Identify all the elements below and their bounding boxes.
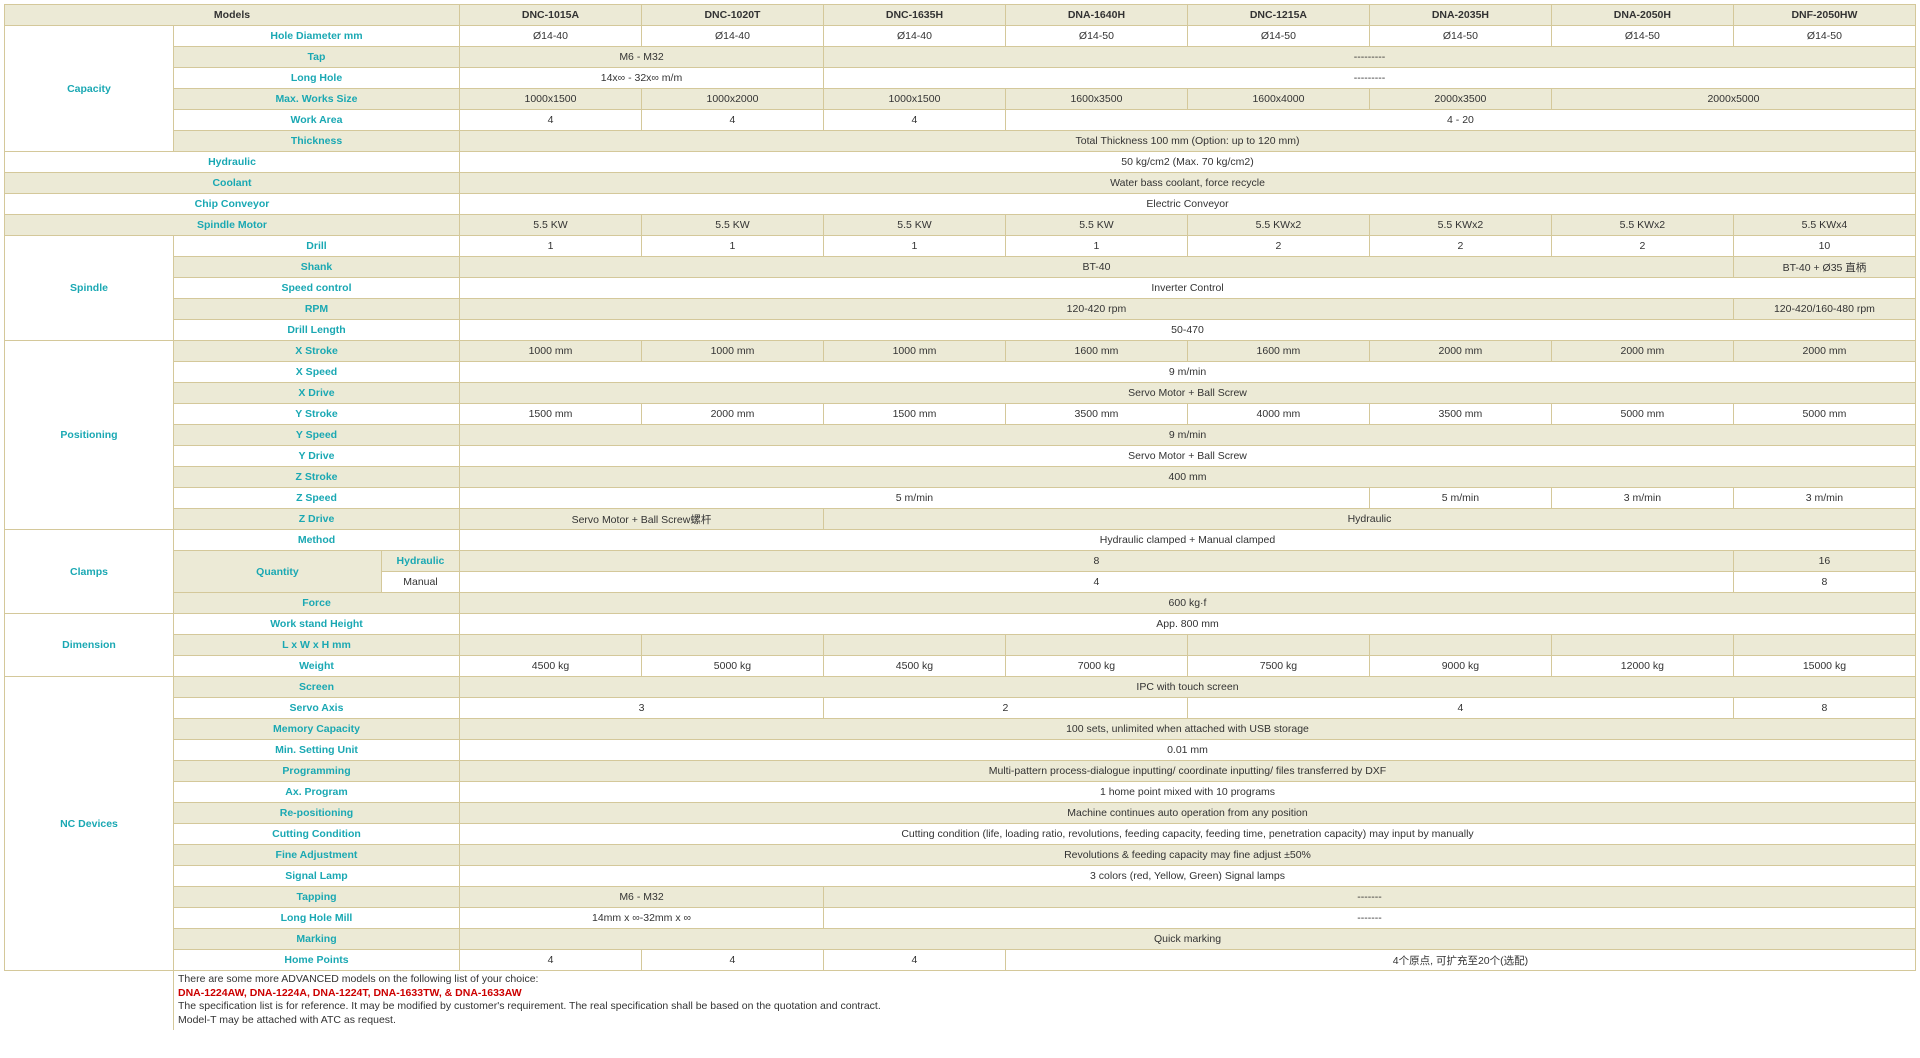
sub-programming: Programming — [173, 761, 459, 782]
sub-thickness: Thickness — [173, 131, 459, 152]
sub-memcap: Memory Capacity — [173, 719, 459, 740]
footer-note: There are some more ADVANCED models on t… — [173, 971, 1915, 1030]
sub-weight: Weight — [173, 656, 459, 677]
cat-nc: NC Devices — [5, 677, 174, 971]
sub-xspeed: X Speed — [173, 362, 459, 383]
sub-workheight: Work stand Height — [173, 614, 459, 635]
sub-method: Method — [173, 530, 459, 551]
cat-positioning: Positioning — [5, 341, 174, 530]
sub-zdrive: Z Drive — [173, 509, 459, 530]
sub-rpm: RPM — [173, 299, 459, 320]
sub-zstroke: Z Stroke — [173, 467, 459, 488]
sub-yspeed: Y Speed — [173, 425, 459, 446]
sub-ydrive: Y Drive — [173, 446, 459, 467]
sub-coolant: Coolant — [5, 173, 460, 194]
sub-workarea: Work Area — [173, 110, 459, 131]
sub-hydraulic: Hydraulic — [5, 152, 460, 173]
sub-xstroke: X Stroke — [173, 341, 459, 362]
cat-capacity: Capacity — [5, 26, 174, 152]
cat-dimension: Dimension — [5, 614, 174, 677]
sub-lwh: L x W x H mm — [173, 635, 459, 656]
cat-clamps: Clamps — [5, 530, 174, 614]
sub-drill: Drill — [173, 236, 459, 257]
sub-signal: Signal Lamp — [173, 866, 459, 887]
sub-homepts: Home Points — [173, 950, 459, 971]
sub-longhole: Long Hole — [173, 68, 459, 89]
sub-spindlemotor: Spindle Motor — [5, 215, 460, 236]
sub-longmill: Long Hole Mill — [173, 908, 459, 929]
sub-axprog: Ax. Program — [173, 782, 459, 803]
sub-minunit: Min. Setting Unit — [173, 740, 459, 761]
sub-servoaxis: Servo Axis — [173, 698, 459, 719]
header-m6: DNA-2050H — [1551, 5, 1733, 26]
sub-repos: Re-positioning — [173, 803, 459, 824]
sub-speedctl: Speed control — [173, 278, 459, 299]
sub-ystroke: Y Stroke — [173, 404, 459, 425]
header-m2: DNC-1635H — [823, 5, 1005, 26]
sub-screen: Screen — [173, 677, 459, 698]
header-m4: DNC-1215A — [1187, 5, 1369, 26]
header-m0: DNC-1015A — [460, 5, 642, 26]
cat-spindle: Spindle — [5, 236, 174, 341]
sub-qman: Manual — [381, 572, 459, 593]
header-m7: DNF-2050HW — [1733, 5, 1915, 26]
spec-table: Models DNC-1015A DNC-1020T DNC-1635H DNA… — [4, 4, 1916, 1030]
header-m3: DNA-1640H — [1005, 5, 1187, 26]
sub-zspeed: Z Speed — [173, 488, 459, 509]
sub-chip: Chip Conveyor — [5, 194, 460, 215]
header-m5: DNA-2035H — [1369, 5, 1551, 26]
sub-hole: Hole Diameter mm — [173, 26, 459, 47]
sub-marking: Marking — [173, 929, 459, 950]
sub-force: Force — [173, 593, 459, 614]
header-models: Models — [5, 5, 460, 26]
sub-maxwork: Max. Works Size — [173, 89, 459, 110]
sub-tap: Tap — [173, 47, 459, 68]
sub-quantity: Quantity — [173, 551, 381, 593]
sub-shank: Shank — [173, 257, 459, 278]
sub-qhyd: Hydraulic — [381, 551, 459, 572]
sub-cutcond: Cutting Condition — [173, 824, 459, 845]
sub-tapping: Tapping — [173, 887, 459, 908]
header-m1: DNC-1020T — [641, 5, 823, 26]
sub-drilllen: Drill Length — [173, 320, 459, 341]
sub-fineadj: Fine Adjustment — [173, 845, 459, 866]
sub-xdrive: X Drive — [173, 383, 459, 404]
